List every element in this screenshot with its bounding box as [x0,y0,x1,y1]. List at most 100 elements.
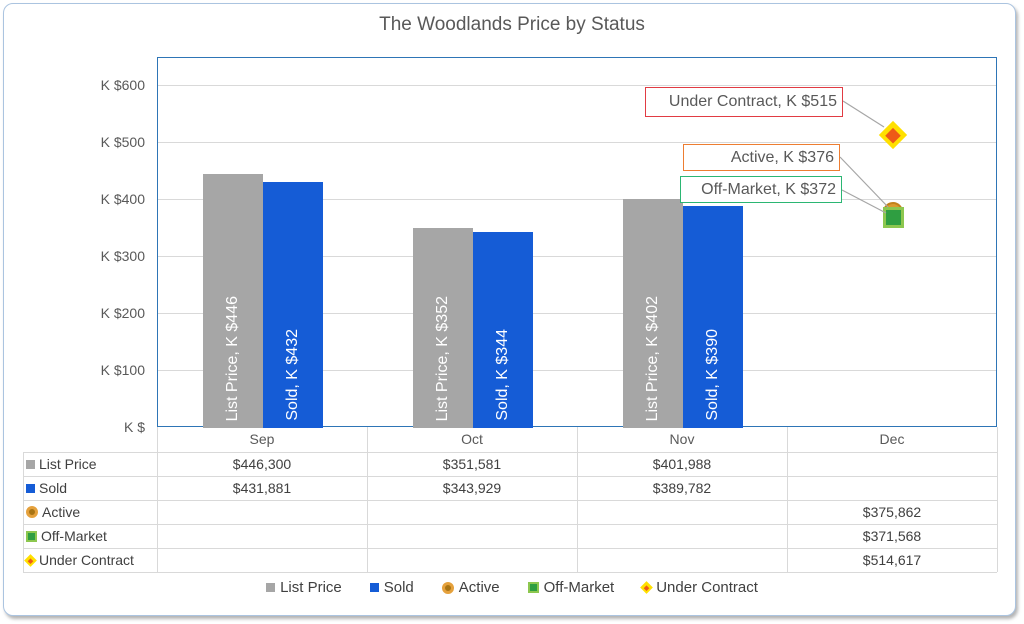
table-row-label-text: Active [42,504,81,520]
table-row-label: List Price [23,452,157,476]
legend-item-active: Active [441,579,500,596]
table-row-label: Sold [23,476,157,500]
sold-key-icon [26,483,35,493]
table-cell [577,548,787,572]
under-contract-key-icon [24,553,37,567]
bar-list-price: List Price, K $402 [623,199,683,428]
list-price-key-icon [26,459,35,469]
sold-legend-key-icon [369,583,379,592]
table-gridline-vertical [787,427,788,572]
gridline [158,85,996,87]
table-row-label-text: List Price [39,456,97,472]
bar-data-label: Sold, K $390 [704,329,721,421]
bar-sold: Sold, K $432 [263,182,323,428]
legend-item-off-market: Off-Market [527,579,615,596]
table-gridline-horizontal [23,476,997,477]
under-contract-marker-icon [878,120,908,150]
legend-item-sold: Sold [369,579,414,596]
chart-title: The Woodlands Price by Status [379,14,645,35]
table-cell: $389,782 [652,480,712,496]
y-axis-tick-label: K $200 [100,305,145,322]
table-cell [367,548,577,572]
table-gridline-horizontal [23,524,997,525]
table-cell [787,452,997,476]
off-market-legend-key-icon [527,582,539,593]
active-key-icon [26,506,38,518]
bar-sold: Sold, K $344 [473,232,533,428]
x-axis-label-sep: Sep [249,431,275,447]
table-gridline-horizontal [23,572,997,573]
y-axis-tick-label: K $100 [100,362,145,379]
bar-data-label: List Price, K $402 [644,295,661,421]
active-legend-key-icon [441,581,454,594]
table-cell: $351,581 [442,456,502,472]
bar-list-price: List Price, K $352 [413,227,473,428]
bar-data-label: Sold, K $344 [494,329,511,421]
table-row-label-text: Off-Market [41,528,107,544]
gridline [158,256,996,258]
bar-sold: Sold, K $390 [683,206,743,428]
table-row-label: Off-Market [23,524,157,548]
table-cell: $375,862 [862,504,922,520]
callout-active: Active, K $376 [683,144,840,171]
callout-off-market: Off-Market, K $372 [680,176,842,203]
table-cell [157,548,367,572]
bar-data-label: List Price, K $352 [434,295,451,421]
table-cell [787,476,997,500]
legend-item-under-contract: Under Contract [640,579,758,596]
table-cell [367,500,577,524]
x-axis-label-dec: Dec [879,431,905,447]
table-gridline-horizontal [23,500,997,501]
table-gridline-horizontal [23,452,997,453]
gridline [158,142,996,144]
y-axis-tick-label: K $ [123,419,145,435]
table-cell: $371,568 [862,528,922,544]
table-cell [157,500,367,524]
under-contract-marker-inner [885,127,901,143]
off-market-marker-icon [882,206,904,228]
table-row-label-text: Sold [39,480,68,496]
table-cell [367,524,577,548]
table-row-label: Under Contract [23,548,157,572]
legend-item-label: Under Contract [656,579,758,596]
table-row-label: Active [23,500,157,524]
gridline [158,313,996,315]
table-gridline-vertical [577,427,578,572]
legend-item-label: List Price [280,579,342,596]
table-cell [577,524,787,548]
legend-item-label: Off-Market [543,579,615,596]
table-gridline-vertical [157,427,158,572]
bar-list-price: List Price, K $446 [203,173,263,428]
y-axis-tick-label: K $500 [100,134,145,151]
table-left-border [23,452,24,572]
table-gridline-vertical [367,427,368,572]
table-cell: $446,300 [232,456,292,472]
legend-item-label: Active [458,579,500,596]
bar-data-label: Sold, K $432 [284,329,301,421]
legend: List Price Sold Active Off-Market Under Cont… [0,579,1024,596]
y-axis-tick-label: K $400 [100,191,145,208]
legend-item-list-price: List Price [266,579,342,596]
x-axis-label-oct: Oct [461,431,483,447]
bar-data-label: List Price, K $446 [224,295,241,421]
table-gridline-horizontal [23,548,997,549]
list-price-legend-key-icon [266,583,276,592]
table-row-label-text: Under Contract [39,552,134,568]
x-axis-label-nov: Nov [669,431,695,447]
plot-area: List Price, K $446 Sold, K $432 List Price… [157,57,997,428]
table-cell: $401,988 [652,456,712,472]
off-market-key-icon [26,530,37,542]
table-cell [157,524,367,548]
gridline [158,370,996,372]
table-cell: $343,929 [442,480,502,496]
table-cell: $514,617 [862,552,922,568]
y-axis-tick-label: K $300 [100,248,145,265]
gridline [158,199,996,201]
y-axis-tick-label: K $600 [100,77,145,94]
under-contract-legend-key-icon [640,581,654,594]
callout-under-contract: Under Contract, K $515 [645,87,843,117]
table-gridline-vertical [997,427,998,572]
legend-item-label: Sold [383,579,414,596]
table-cell: $431,881 [232,480,292,496]
